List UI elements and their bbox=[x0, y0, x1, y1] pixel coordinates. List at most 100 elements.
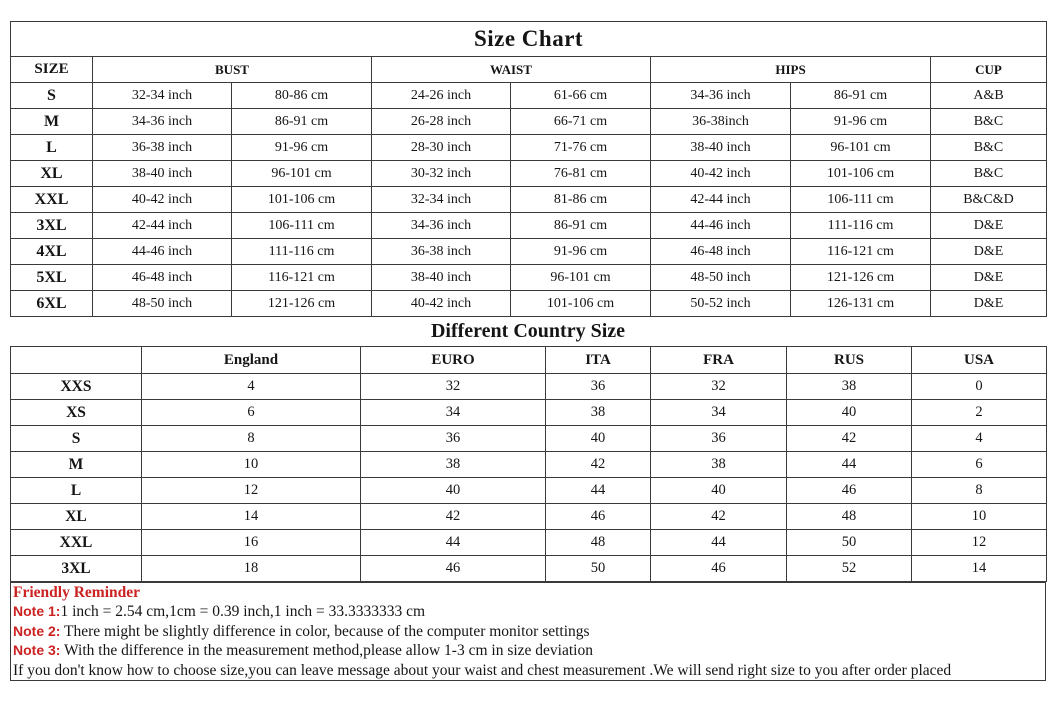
size-chart-cell: 121-126 cm bbox=[790, 264, 931, 291]
size-chart-cell: B&C bbox=[930, 134, 1047, 161]
country-size-cell: 2 bbox=[911, 399, 1047, 426]
country-size-row: XXS 4 32 36 32 38 0 bbox=[10, 373, 1047, 400]
size-chart-table: Size Chart SIZE BUST WAIST HIPS CUP S 32-… bbox=[10, 21, 1047, 317]
country-size-cell: 42 bbox=[545, 451, 651, 478]
size-chart-cell: 34-36 inch bbox=[371, 212, 511, 239]
col-header-ita: ITA bbox=[545, 346, 651, 374]
country-size-row: XS 6 34 38 34 40 2 bbox=[10, 399, 1047, 426]
note-2-text: There might be slightly difference in co… bbox=[60, 622, 590, 640]
size-chart-cell: 116-121 cm bbox=[790, 238, 931, 265]
country-size-cell: 14 bbox=[911, 555, 1047, 582]
size-chart-cell: 126-131 cm bbox=[790, 290, 931, 317]
country-size-cell: 44 bbox=[545, 477, 651, 504]
size-chart-cell: 81-86 cm bbox=[510, 186, 651, 213]
country-size-cell: 44 bbox=[650, 529, 787, 556]
size-chart-cell: 111-116 cm bbox=[790, 212, 931, 239]
country-size-cell: 44 bbox=[360, 529, 546, 556]
size-chart-cell: 80-86 cm bbox=[231, 82, 372, 109]
size-chart-cell: 28-30 inch bbox=[371, 134, 511, 161]
col-header-england: England bbox=[141, 346, 361, 374]
country-size-row: XXL 16 44 48 44 50 12 bbox=[10, 529, 1047, 556]
size-chart-title-row: Size Chart bbox=[10, 21, 1047, 57]
size-chart-row: L 36-38 inch 91-96 cm 28-30 inch 71-76 cm 38-… bbox=[10, 134, 1047, 161]
size-chart-cell: 44-46 inch bbox=[650, 212, 791, 239]
col-header-hips: HIPS bbox=[650, 56, 931, 83]
col-header-fra: FRA bbox=[650, 346, 787, 374]
size-chart-cell: B&C bbox=[930, 160, 1047, 187]
country-size-cell: 42 bbox=[650, 503, 787, 530]
country-size-cell: 38 bbox=[650, 451, 787, 478]
country-size-cell: 4 bbox=[911, 425, 1047, 452]
note-2-label: Note 2: bbox=[13, 622, 61, 639]
size-chart-cell: 121-126 cm bbox=[231, 290, 372, 317]
size-row-label: S bbox=[10, 82, 93, 109]
size-chart-cell: 38-40 inch bbox=[371, 264, 511, 291]
country-size-cell: 36 bbox=[650, 425, 787, 452]
country-size-header-row: England EURO ITA FRA RUS USA bbox=[10, 346, 1047, 374]
note-3-text: With the difference in the measurement m… bbox=[60, 642, 593, 660]
country-size-cell: 48 bbox=[545, 529, 651, 556]
size-chart-cell: 50-52 inch bbox=[650, 290, 791, 317]
country-size-title: Different Country Size bbox=[430, 320, 626, 342]
note-line-1: Note 1:1 inch = 2.54 cm,1cm = 0.39 inch,… bbox=[11, 602, 1045, 621]
size-chart-cell: 48-50 inch bbox=[650, 264, 791, 291]
country-size-cell: 44 bbox=[786, 451, 912, 478]
country-size-cell: 40 bbox=[786, 399, 912, 426]
size-chart-cell: 38-40 inch bbox=[92, 160, 232, 187]
size-chart-row: 4XL 44-46 inch 111-116 cm 36-38 inch 91-96 c… bbox=[10, 238, 1047, 265]
country-size-cell: 4 bbox=[141, 373, 361, 400]
size-chart-row: S 32-34 inch 80-86 cm 24-26 inch 61-66 cm 34-… bbox=[10, 82, 1047, 109]
size-chart-cell: 61-66 cm bbox=[510, 82, 651, 109]
size-chart-cell: D&E bbox=[930, 212, 1047, 239]
size-chart-cell: 91-96 cm bbox=[790, 108, 931, 135]
size-chart-header-row: SIZE BUST WAIST HIPS CUP bbox=[10, 56, 1047, 83]
size-chart-cell: D&E bbox=[930, 238, 1047, 265]
size-chart-cell: 26-28 inch bbox=[371, 108, 511, 135]
country-row-label: M bbox=[10, 451, 142, 478]
size-chart-cell: 36-38 inch bbox=[371, 238, 511, 265]
country-size-cell: 48 bbox=[786, 503, 912, 530]
size-chart-cell: A&B bbox=[930, 82, 1047, 109]
country-size-cell: 38 bbox=[360, 451, 546, 478]
country-size-cell: 32 bbox=[360, 373, 546, 400]
size-chart-cell: 106-111 cm bbox=[790, 186, 931, 213]
country-size-cell: 16 bbox=[141, 529, 361, 556]
size-chart-cell: 86-91 cm bbox=[510, 212, 651, 239]
country-size-row: M 10 38 42 38 44 6 bbox=[10, 451, 1047, 478]
size-chart-cell: 116-121 cm bbox=[231, 264, 372, 291]
size-chart-cell: 44-46 inch bbox=[92, 238, 232, 265]
size-chart-row: 5XL 46-48 inch 116-121 cm 38-40 inch 96-101 … bbox=[10, 264, 1047, 291]
size-chart-cell: 106-111 cm bbox=[231, 212, 372, 239]
size-chart-row: XXL 40-42 inch 101-106 cm 32-34 inch 81-86 c… bbox=[10, 186, 1047, 213]
country-size-cell: 14 bbox=[141, 503, 361, 530]
country-size-cell: 50 bbox=[786, 529, 912, 556]
country-size-cell: 46 bbox=[545, 503, 651, 530]
size-chart-cell: B&C&D bbox=[930, 186, 1047, 213]
country-row-label: 3XL bbox=[10, 555, 142, 582]
col-header-cup: CUP bbox=[930, 56, 1047, 83]
size-chart-cell: 42-44 inch bbox=[650, 186, 791, 213]
col-header-blank bbox=[10, 346, 142, 374]
country-size-row: L 12 40 44 40 46 8 bbox=[10, 477, 1047, 504]
size-chart-cell: 91-96 cm bbox=[510, 238, 651, 265]
size-chart-cell: 66-71 cm bbox=[510, 108, 651, 135]
country-size-cell: 12 bbox=[911, 529, 1047, 556]
size-chart-cell: 101-106 cm bbox=[231, 186, 372, 213]
country-size-cell: 40 bbox=[360, 477, 546, 504]
size-row-label: 6XL bbox=[10, 290, 93, 317]
country-row-label: L bbox=[10, 477, 142, 504]
size-chart-cell: 101-106 cm bbox=[790, 160, 931, 187]
size-chart-cell: 38-40 inch bbox=[650, 134, 791, 161]
size-chart-cell: 111-116 cm bbox=[231, 238, 372, 265]
country-size-cell: 38 bbox=[545, 399, 651, 426]
col-header-size: SIZE bbox=[10, 56, 93, 83]
size-row-label: 3XL bbox=[10, 212, 93, 239]
size-chart-row: XL 38-40 inch 96-101 cm 30-32 inch 76-81 cm 4… bbox=[10, 160, 1047, 187]
country-size-cell: 8 bbox=[911, 477, 1047, 504]
country-size-cell: 34 bbox=[360, 399, 546, 426]
size-chart-cell: 96-101 cm bbox=[510, 264, 651, 291]
country-size-cell: 36 bbox=[545, 373, 651, 400]
size-chart-cell: 46-48 inch bbox=[650, 238, 791, 265]
note-line-2: Note 2: There might be slightly differen… bbox=[11, 622, 1045, 641]
country-size-cell: 6 bbox=[141, 399, 361, 426]
